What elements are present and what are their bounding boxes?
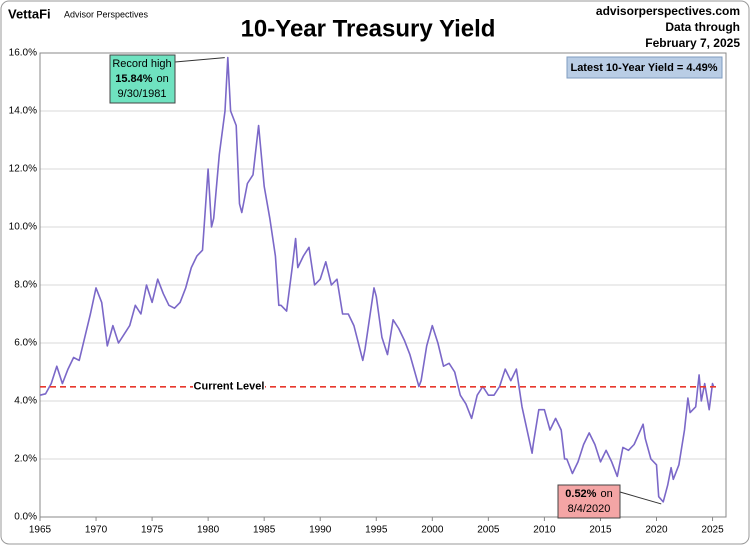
record-low-box [557, 484, 621, 519]
chart-title: 10-Year Treasury Yield [241, 15, 496, 42]
record-low-on: on [600, 488, 612, 500]
record-low-value: 0.52% [565, 488, 596, 500]
date-caption: Data through [665, 20, 740, 34]
annotation-arrow [619, 491, 662, 505]
y-tick-label: 8.0% [14, 280, 37, 291]
current-level-label: Current Level [194, 381, 265, 393]
latest-label: Latest 10-Year Yield = 4.49% [570, 62, 717, 74]
record-high-value-line: 15.84% on [115, 73, 169, 85]
y-tick-label: 10.0% [9, 222, 37, 233]
record-high-box [109, 54, 176, 104]
yield-line [39, 56, 715, 503]
y-tick-label: 0.0% [14, 512, 37, 523]
plot-border [39, 52, 727, 518]
record-high-on: on [157, 73, 169, 85]
y-tick-label: 16.0% [9, 48, 37, 59]
y-tick-label: 2.0% [14, 454, 37, 465]
y-tick-label: 14.0% [9, 106, 37, 117]
x-tick-label: 2000 [421, 525, 444, 536]
y-tick-label: 4.0% [14, 396, 37, 407]
current-level-bg [193, 379, 265, 394]
x-tick-label: 1980 [197, 525, 220, 536]
x-tick-label: 2025 [701, 525, 724, 536]
record-low-date: 8/4/2020 [568, 503, 611, 515]
x-tick-label: 2020 [645, 525, 668, 536]
x-tick-label: 1970 [85, 525, 108, 536]
record-high-value: 15.84% [115, 73, 153, 85]
y-tick-label: 12.0% [9, 164, 37, 175]
x-tick-label: 2005 [477, 525, 500, 536]
x-tick-label: 2010 [533, 525, 556, 536]
source: advisorperspectives.com [596, 4, 740, 18]
brand-subtitle: Advisor Perspectives [64, 9, 149, 19]
x-tick-label: 1995 [365, 525, 388, 536]
record-high-date: 9/30/1981 [118, 88, 167, 100]
record-low-value-line: 0.52% on [565, 488, 612, 500]
x-tick-label: 1965 [29, 525, 52, 536]
latest-box [566, 56, 723, 79]
x-tick-label: 1975 [141, 525, 164, 536]
x-tick-label: 1985 [253, 525, 276, 536]
x-tick-label: 1990 [309, 525, 332, 536]
annotation-arrow [174, 57, 225, 63]
x-tick-label: 2015 [589, 525, 612, 536]
date: February 7, 2025 [645, 36, 740, 50]
y-tick-label: 6.0% [14, 338, 37, 349]
record-high-line1: Record high [112, 58, 171, 70]
brand: VettaFi [8, 6, 51, 21]
